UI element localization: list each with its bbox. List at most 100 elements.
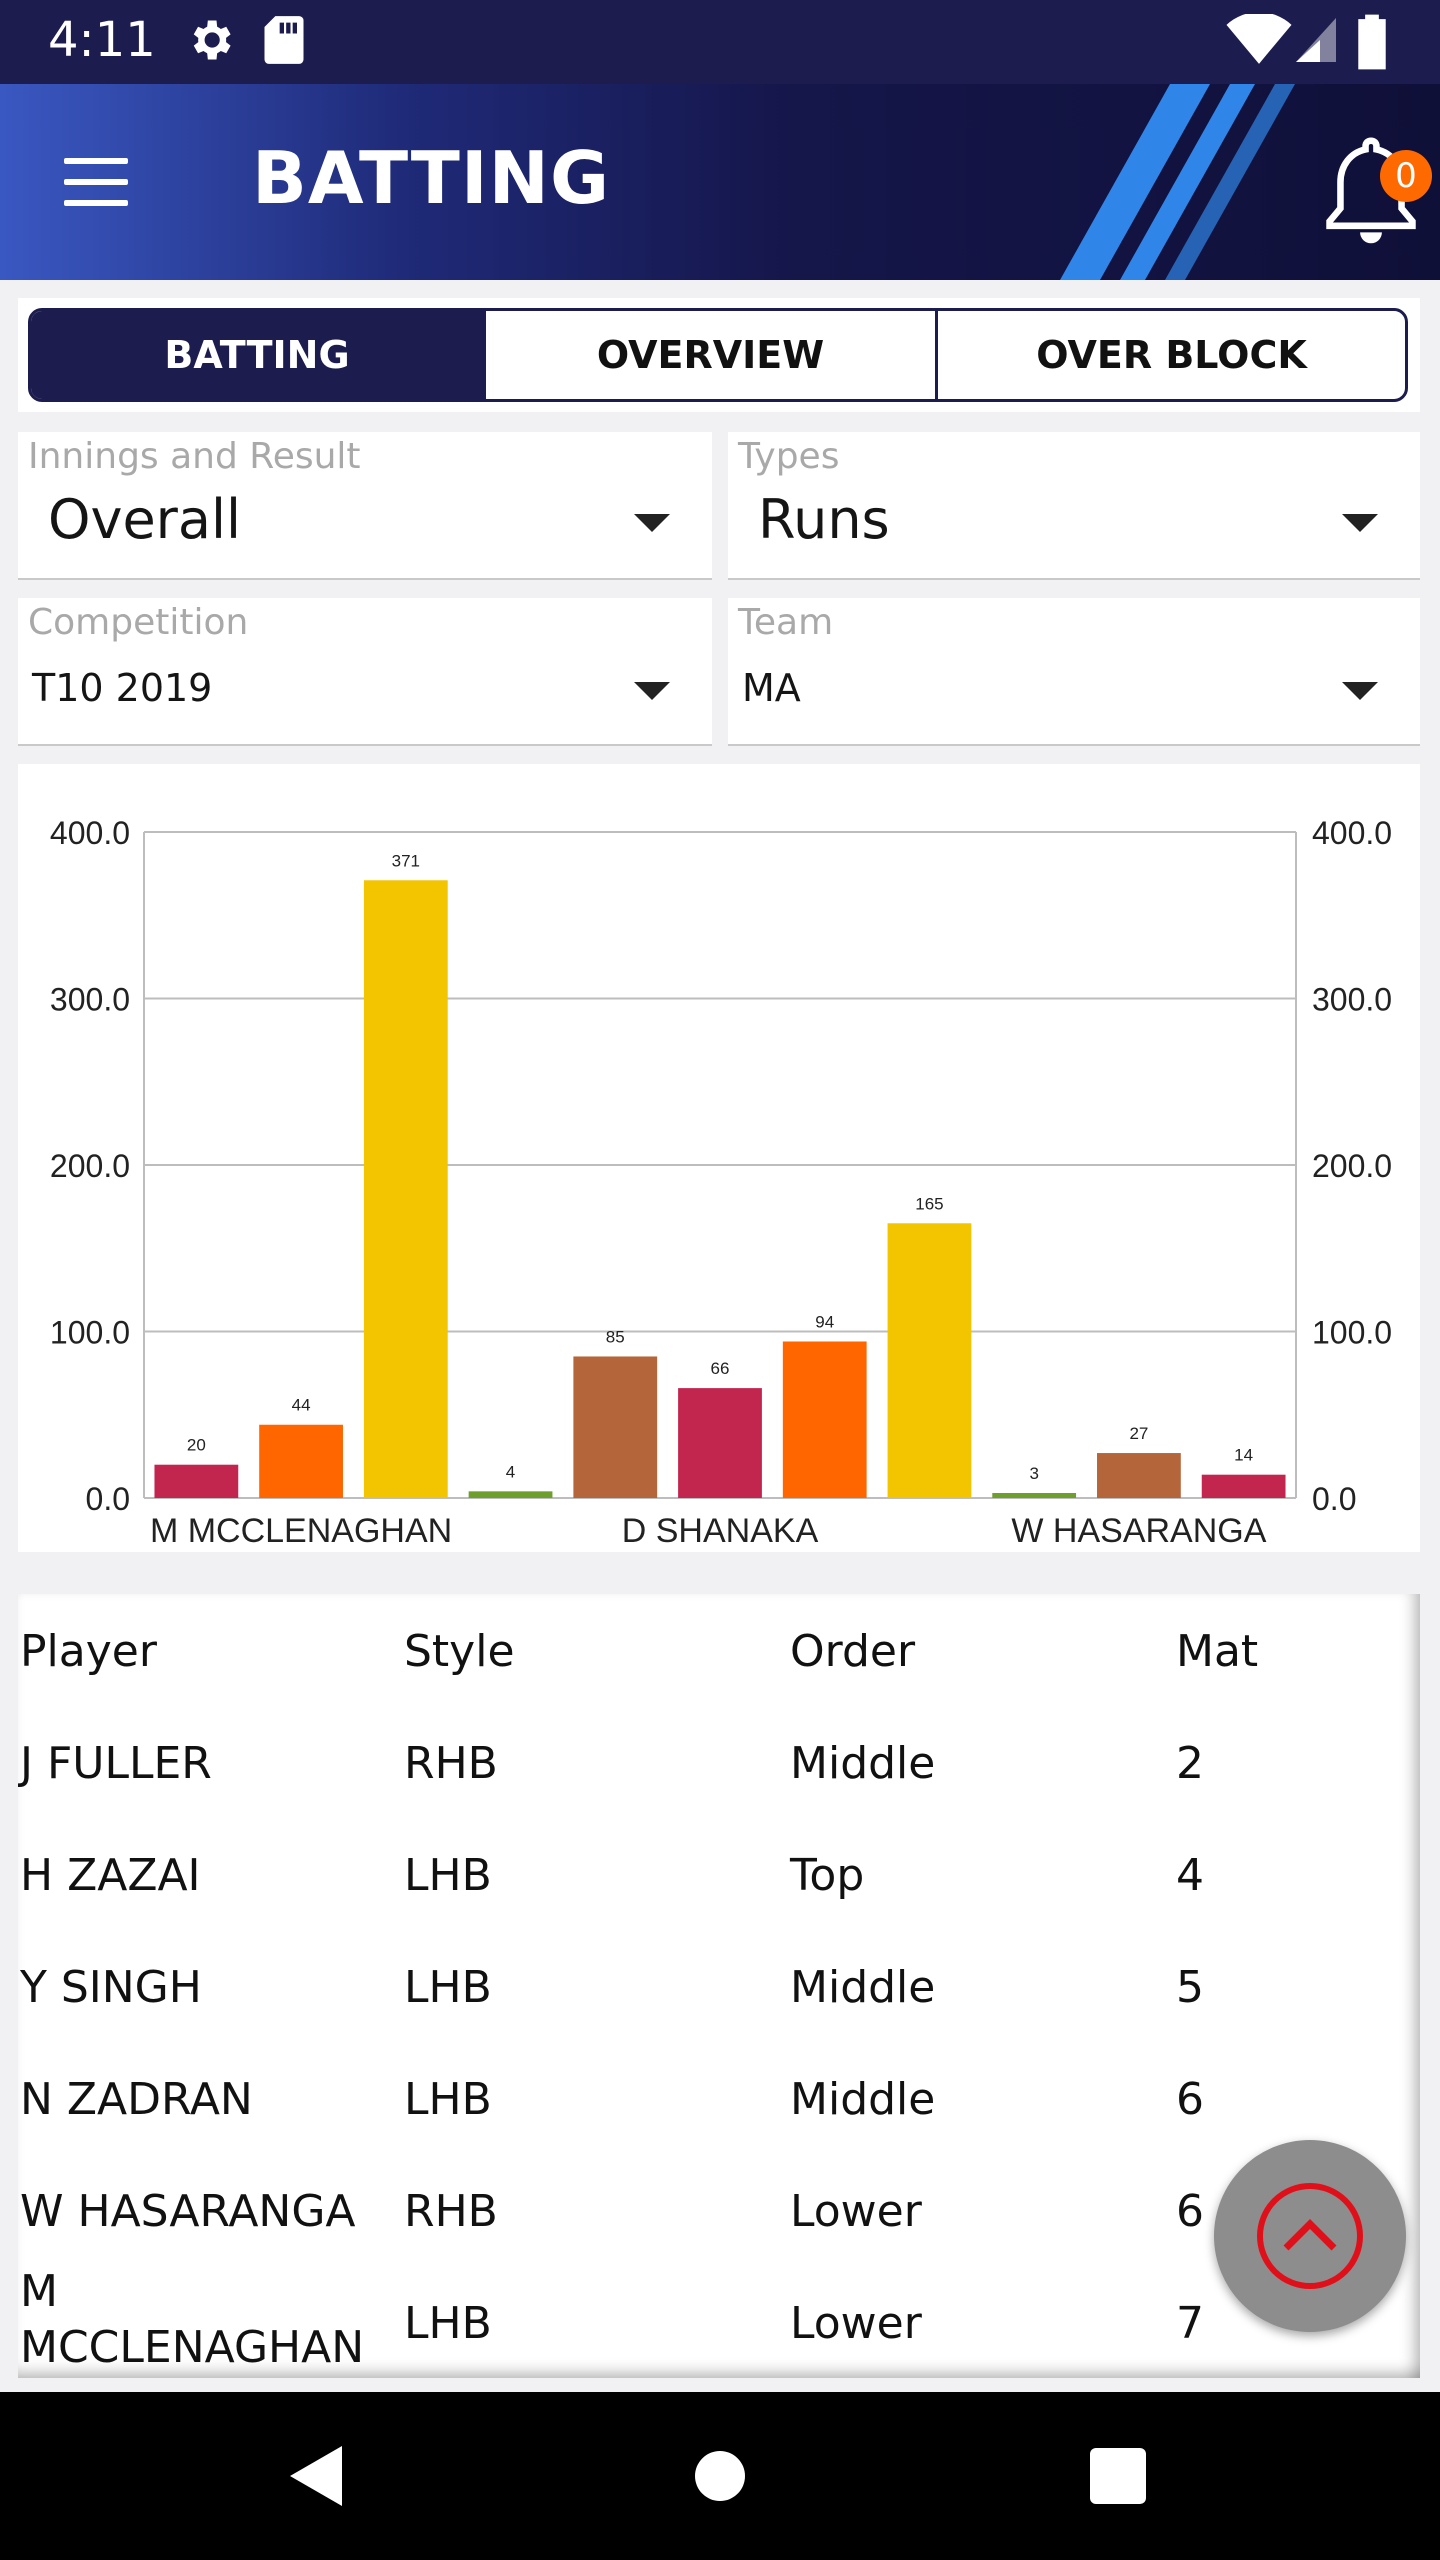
table-header-cell: Style	[404, 1626, 515, 1677]
table-cell: W HASARANGA	[20, 2186, 356, 2237]
runs-chart: 0.0 0.0 100.0 100.0 200.0 200.0 300.0 300.0 400.…	[18, 764, 1420, 1552]
bar-value-label: 94	[815, 1312, 834, 1331]
bar	[1201, 1474, 1286, 1498]
table-cell: M MCCLENAGHAN	[20, 2266, 365, 2373]
sd-card-icon	[264, 16, 304, 64]
table-cell: RHB	[404, 1738, 498, 1789]
innings-value: Overall	[48, 488, 241, 551]
table-cell: Middle	[790, 1962, 936, 2013]
table-cell: Lower	[790, 2298, 922, 2349]
tab-bar: BATTING OVERVIEW OVER BLOCK	[28, 308, 1408, 402]
table-cell: 5	[1176, 1962, 1204, 2013]
y-tick-label-left: 0.0	[86, 1481, 130, 1517]
bar	[468, 1491, 553, 1498]
back-icon[interactable]	[276, 2436, 356, 2516]
bar-value-label: 4	[506, 1462, 515, 1481]
table-row[interactable]: M MCCLENAGHAN LHB Lower 7	[18, 2266, 1398, 2378]
y-tick-label-right: 400.0	[1312, 815, 1392, 851]
status-bar: 4:11	[0, 0, 1440, 84]
table-cell: LHB	[404, 2074, 492, 2125]
notification-badge: 0	[1380, 150, 1432, 202]
bar-value-label: 66	[711, 1359, 730, 1378]
bar	[573, 1356, 658, 1498]
table-row[interactable]: J FULLER RHB Middle 2	[18, 1706, 1398, 1818]
table-row[interactable]: W HASARANGA RHB Lower 6	[18, 2154, 1398, 2266]
tab-batting[interactable]: BATTING	[31, 311, 483, 399]
table-cell: LHB	[404, 1850, 492, 1901]
hamburger-icon	[64, 158, 128, 164]
table-cell: RHB	[404, 2186, 498, 2237]
bar-value-label: 165	[915, 1194, 943, 1213]
table-cell: Y SINGH	[20, 1962, 202, 2013]
app-bar: BATTING	[0, 84, 1440, 280]
bar	[1097, 1453, 1181, 1498]
bar	[678, 1388, 762, 1498]
scroll-to-top-button[interactable]	[1214, 2140, 1406, 2332]
tab-over-block[interactable]: OVER BLOCK	[935, 311, 1405, 399]
table-cell: 4	[1176, 1850, 1204, 1901]
y-tick-label-right: 100.0	[1312, 1315, 1392, 1351]
table-header-row: Player Style Order Mat	[18, 1594, 1398, 1706]
competition-value: T10 2019	[32, 666, 213, 710]
types-value: Runs	[758, 488, 890, 551]
table-row[interactable]: H ZAZAI LHB Top 4	[18, 1818, 1398, 1930]
bar-value-label: 85	[606, 1327, 625, 1346]
bar	[154, 1464, 239, 1498]
chevron-down-icon	[634, 682, 670, 700]
table-cell: Middle	[790, 1738, 936, 1789]
types-dropdown[interactable]: Types Runs	[728, 432, 1420, 580]
signal-icon	[1296, 18, 1336, 62]
y-tick-label-right: 0.0	[1312, 1481, 1356, 1517]
chevron-down-icon	[1342, 514, 1378, 532]
competition-dropdown[interactable]: Competition T10 2019	[18, 598, 712, 746]
table-header-cell: Player	[20, 1626, 157, 1677]
table-cell: 6	[1176, 2074, 1204, 2125]
table-cell: 2	[1176, 1738, 1204, 1789]
x-category-label: W HASARANGA	[1011, 1512, 1266, 1550]
team-dropdown[interactable]: Team MA	[728, 598, 1420, 746]
tabs-container: BATTING OVERVIEW OVER BLOCK	[18, 298, 1420, 412]
home-icon[interactable]	[680, 2436, 760, 2516]
bar-chart: 0.0 0.0 100.0 100.0 200.0 200.0 300.0 300.0 400.…	[50, 815, 1392, 1550]
status-time: 4:11	[48, 12, 156, 68]
y-tick-label-right: 200.0	[1312, 1148, 1392, 1184]
battery-icon	[1358, 14, 1386, 70]
bar	[259, 1424, 343, 1498]
innings-label: Innings and Result	[28, 436, 361, 477]
table-cell: J FULLER	[20, 1738, 212, 1789]
recents-icon[interactable]	[1078, 2436, 1158, 2516]
bar-value-label: 44	[292, 1396, 311, 1415]
chevron-down-icon	[634, 514, 670, 532]
x-category-label: M MCCLENAGHAN	[150, 1512, 452, 1550]
table-header-cell: Order	[790, 1626, 916, 1677]
y-tick-label-left: 200.0	[50, 1148, 130, 1184]
chevron-up-circle-icon	[1257, 2183, 1363, 2289]
decorative-stripes	[1060, 84, 1295, 280]
innings-dropdown[interactable]: Innings and Result Overall	[18, 432, 712, 580]
system-nav-bar	[0, 2392, 1440, 2560]
table-cell: 7	[1176, 2298, 1204, 2349]
table-cell: Top	[790, 1850, 865, 1901]
bar-value-label: 14	[1234, 1446, 1253, 1465]
bar	[782, 1341, 867, 1498]
bar	[992, 1493, 1077, 1498]
table-cell: N ZADRAN	[20, 2074, 253, 2125]
table-row[interactable]: Y SINGH LHB Middle 5	[18, 1930, 1398, 2042]
notification-bell-icon[interactable]	[1316, 132, 1426, 252]
batting-table: Player Style Order Mat J FULLER RHB Middle 2 H Z…	[18, 1594, 1420, 2378]
table-cell: Lower	[790, 2186, 922, 2237]
menu-button[interactable]	[60, 154, 132, 210]
y-tick-label-left: 100.0	[50, 1315, 130, 1351]
table-cell: LHB	[404, 1962, 492, 2013]
table-cell: Middle	[790, 2074, 936, 2125]
bar	[887, 1223, 972, 1498]
table-header-cell: Mat	[1176, 1626, 1259, 1677]
table-row[interactable]: N ZADRAN LHB Middle 6	[18, 2042, 1398, 2154]
page-title: BATTING	[252, 136, 611, 220]
bar-value-label: 27	[1129, 1424, 1148, 1443]
bar-value-label: 3	[1029, 1464, 1038, 1483]
y-tick-label-left: 400.0	[50, 815, 130, 851]
tab-overview[interactable]: OVERVIEW	[483, 311, 935, 399]
wifi-icon	[1226, 14, 1292, 64]
competition-label: Competition	[28, 602, 249, 643]
